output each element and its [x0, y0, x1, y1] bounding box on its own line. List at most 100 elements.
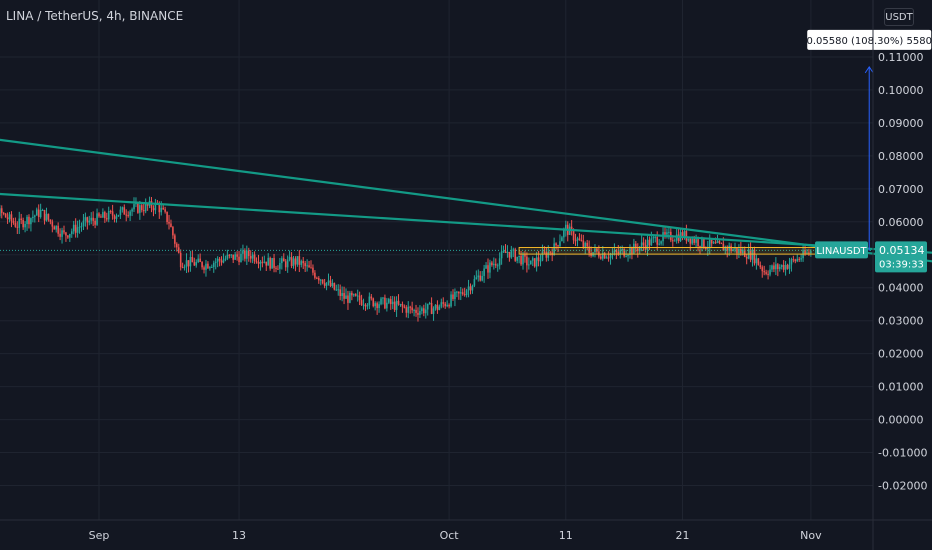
candle-body — [810, 251, 812, 254]
candle-body — [708, 239, 711, 248]
candle-body — [4, 213, 7, 218]
candle-body — [37, 209, 40, 218]
candle-body — [142, 210, 145, 212]
candle-body — [0, 208, 3, 213]
candle-body — [133, 204, 135, 210]
candle-body — [220, 260, 223, 263]
candle-body — [275, 267, 277, 269]
candle-body — [347, 295, 349, 303]
candle-body — [209, 267, 211, 269]
candle-body — [304, 263, 306, 267]
candle-body — [444, 303, 447, 307]
candle-body — [718, 241, 721, 243]
candle-body — [800, 258, 802, 260]
candle-body — [580, 239, 583, 241]
candle-body — [176, 243, 178, 248]
candle-body — [261, 261, 264, 263]
y-tick-label: 0.11000 — [878, 51, 924, 64]
candle-body — [162, 207, 164, 210]
candle-body — [57, 225, 59, 234]
candle-body — [619, 250, 622, 254]
candle-body — [282, 258, 285, 262]
candle-body — [712, 242, 715, 244]
candle-body — [378, 304, 380, 309]
candle-body — [393, 301, 396, 310]
candle-body — [689, 238, 692, 244]
candle-body — [327, 280, 330, 283]
candle-body — [24, 223, 26, 228]
candle-body — [343, 293, 345, 299]
candle-body — [45, 213, 48, 221]
candle-body — [518, 255, 520, 257]
candle-body — [341, 293, 343, 297]
candle-body — [642, 242, 645, 246]
candle-body — [300, 261, 303, 265]
candle-body — [578, 238, 581, 240]
y-tick-label: 0.04000 — [878, 282, 924, 295]
candle-body — [481, 275, 483, 281]
candle-body — [55, 225, 58, 230]
candle-body — [205, 263, 207, 270]
target-arrow-head — [864, 65, 874, 74]
candle-body — [105, 218, 108, 220]
candle-body — [753, 249, 756, 264]
candle-body — [181, 267, 184, 269]
candle-body — [526, 256, 528, 266]
candle-body — [493, 263, 495, 266]
candle-body — [728, 245, 730, 251]
x-tick-label: Sep — [89, 529, 110, 542]
candle-body — [174, 235, 176, 244]
candle-body — [794, 259, 797, 262]
candle-body — [362, 304, 365, 306]
candle-body — [201, 261, 203, 268]
y-tick-label: 0.03000 — [878, 315, 924, 328]
candle-body — [773, 265, 775, 270]
y-tick-label: -0.02000 — [878, 480, 927, 493]
candle-body — [545, 252, 548, 258]
candle-body — [463, 294, 466, 296]
candle-body — [751, 249, 754, 260]
candle-body — [724, 246, 727, 251]
candle-body — [61, 230, 63, 237]
candle-body — [623, 248, 625, 257]
candle-series — [0, 196, 812, 322]
candle-body — [104, 212, 106, 219]
candle-body — [615, 250, 618, 252]
candle-body — [317, 278, 320, 281]
candle-body — [555, 243, 557, 246]
candle-body — [475, 277, 478, 280]
candle-body — [732, 249, 734, 251]
candle-body — [629, 247, 631, 255]
candle-body — [436, 304, 439, 310]
candle-body — [249, 256, 252, 259]
candle-body — [635, 243, 637, 249]
candle-body — [430, 303, 433, 314]
candle-body — [786, 264, 789, 269]
price-countdown: 03:39:33 — [879, 259, 924, 270]
candle-body — [391, 301, 394, 305]
candle-body — [570, 226, 573, 231]
candle-body — [417, 312, 419, 315]
candle-body — [763, 271, 765, 273]
candle-body — [172, 227, 174, 236]
candle-body — [255, 261, 258, 263]
candle-body — [792, 259, 795, 261]
candle-body — [228, 254, 231, 256]
candle-body — [154, 202, 157, 211]
currency-button[interactable]: USDT — [884, 8, 914, 26]
x-tick-label: Nov — [800, 529, 822, 542]
candle-body — [516, 256, 518, 261]
candle-body — [10, 214, 13, 222]
candle-body — [358, 295, 361, 301]
candle-body — [631, 247, 633, 254]
candle-body — [279, 263, 281, 269]
candle-body — [399, 304, 402, 306]
candle-body — [354, 294, 357, 296]
candle-body — [609, 254, 612, 258]
candle-body — [28, 216, 30, 225]
candle-body — [247, 250, 250, 257]
symbol-tag-text: LINAUSDT — [816, 246, 867, 257]
candle-body — [407, 306, 410, 313]
candle-body — [648, 239, 651, 246]
